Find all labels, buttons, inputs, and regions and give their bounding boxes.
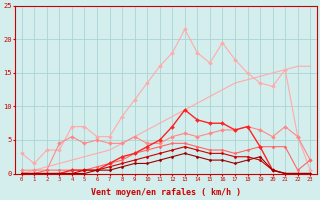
X-axis label: Vent moyen/en rafales ( km/h ): Vent moyen/en rafales ( km/h )	[91, 188, 241, 197]
